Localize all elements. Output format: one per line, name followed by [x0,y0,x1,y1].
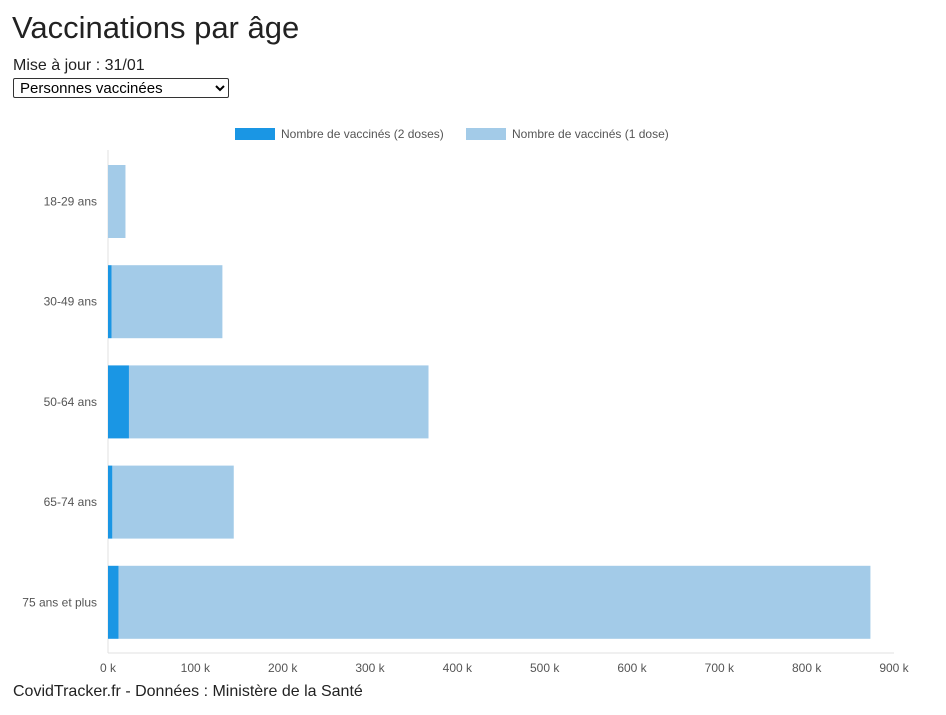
y-tick-label: 50-64 ans [44,395,97,409]
bar-2-doses [108,465,113,539]
legend-label: Nombre de vaccinés (2 doses) [281,127,444,141]
bar-2-doses [108,265,112,339]
source-footer: CovidTracker.fr - Données : Ministère de… [13,683,363,700]
legend-label: Nombre de vaccinés (1 dose) [512,127,669,141]
x-tick-label: 200 k [268,661,298,675]
chart-bars [108,165,871,639]
x-tick-label: 900 k [879,661,909,675]
bar-1-dose [118,565,871,639]
y-tick-label: 30-49 ans [44,295,97,309]
x-tick-label: 500 k [530,661,560,675]
update-date: Mise à jour : 31/01 [13,57,145,74]
x-tick-label: 400 k [443,661,473,675]
x-tick-label: 100 k [181,661,211,675]
x-tick-label: 0 k [100,661,117,675]
bar-2-doses [108,565,119,639]
x-tick-label: 800 k [792,661,822,675]
y-tick-label: 75 ans et plus [22,595,97,609]
y-tick-label: 65-74 ans [44,495,97,509]
chart-legend: Nombre de vaccinés (2 doses) Nombre de va… [235,127,669,141]
bar-1-dose [128,365,429,439]
legend-swatch [235,128,275,140]
y-tick-label: 18-29 ans [44,195,97,209]
x-tick-label: 600 k [617,661,647,675]
bar-1-dose [108,165,126,238]
x-tick-label: 700 k [705,661,735,675]
page-title: Vaccinations par âge [12,10,300,45]
x-tick-label: 300 k [355,661,385,675]
metric-selector[interactable]: Personnes vaccinées [13,78,229,98]
legend-swatch [466,128,506,140]
bar-1-dose [112,465,234,539]
bar-1-dose [111,265,223,339]
bar-2-doses [108,365,129,439]
